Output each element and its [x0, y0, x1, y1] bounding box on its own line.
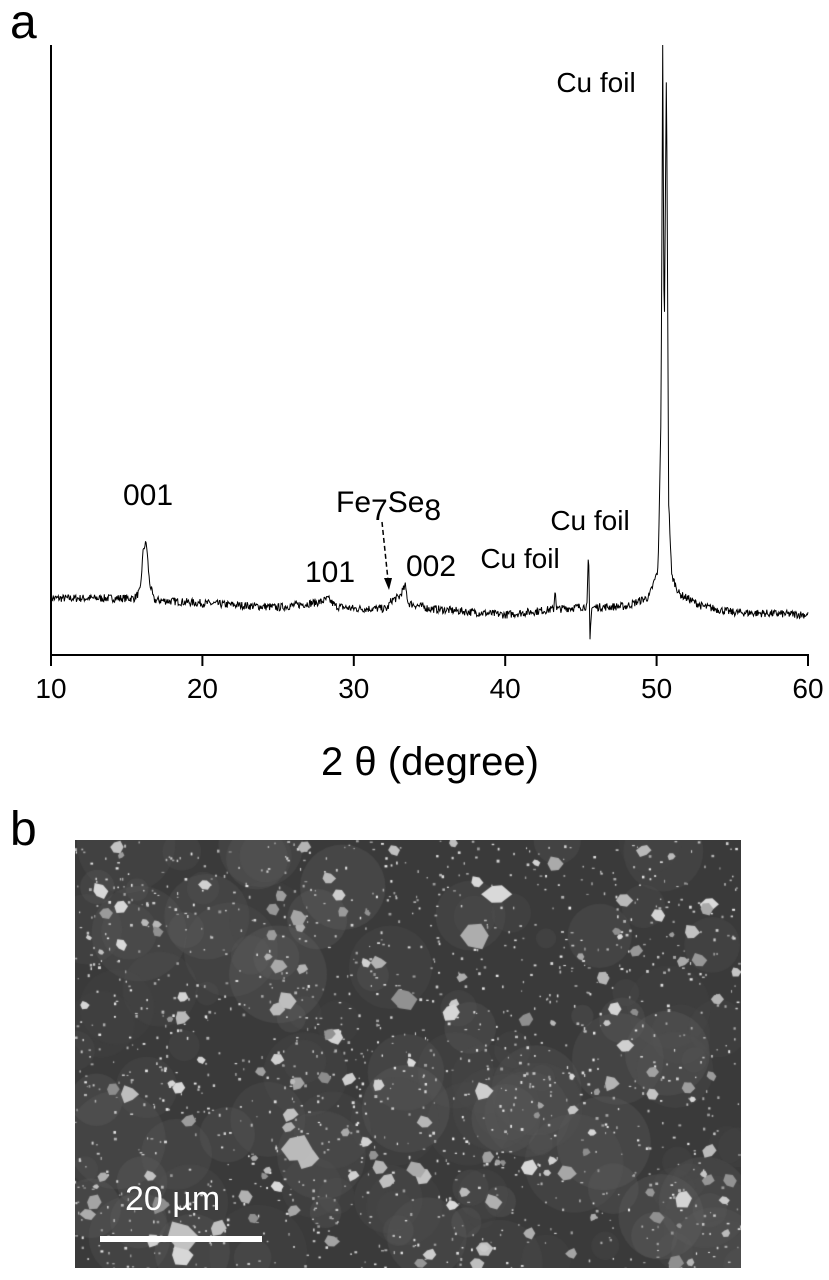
annotation-101: 101 — [305, 556, 355, 589]
x-tick-label: 50 — [641, 673, 672, 704]
annotation-002: 002 — [406, 550, 456, 583]
scale-bar-label: 20 µm — [125, 1180, 221, 1218]
annotation-cu-foil-45: Cu foil — [550, 505, 629, 536]
annotation-001: 001 — [123, 479, 173, 512]
x-tick-label: 10 — [35, 673, 66, 704]
annotation-fe7se8: Fe7Se8 — [336, 486, 441, 527]
annotation-cu-foil-50: Cu foil — [556, 67, 635, 98]
sem-micrograph — [75, 840, 741, 1268]
sem-image: 20 µm — [75, 840, 741, 1268]
panel-label-b: b — [10, 803, 37, 856]
x-tick-label: 40 — [490, 673, 521, 704]
panel-label-a: a — [10, 0, 37, 49]
x-tick-label: 60 — [792, 673, 823, 704]
arrow-head-icon — [384, 578, 392, 590]
fe7se8-arrow — [381, 521, 389, 581]
annotation-cu-foil-43: Cu foil — [480, 543, 559, 574]
scale-bar — [100, 1236, 262, 1242]
xrd-series-line — [50, 44, 809, 640]
x-axis-label: 2 θ (degree) — [321, 740, 539, 784]
x-tick-label: 30 — [338, 673, 369, 704]
x-tick-label: 20 — [187, 673, 218, 704]
